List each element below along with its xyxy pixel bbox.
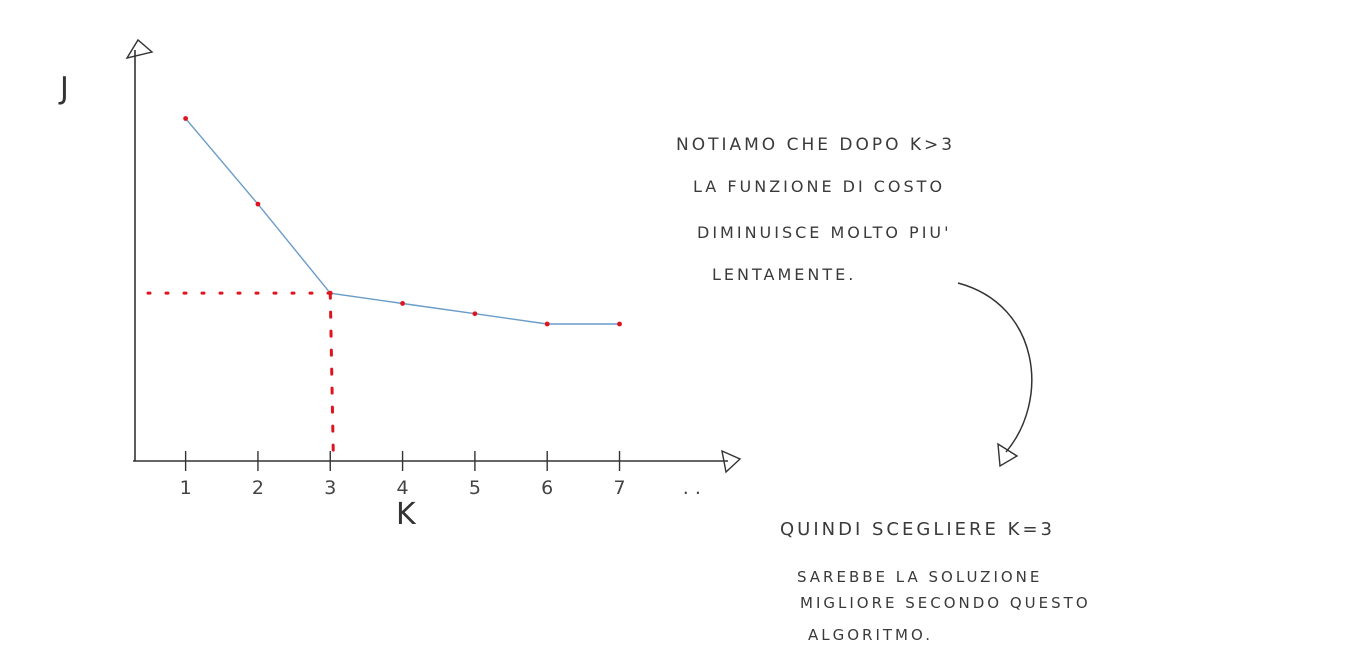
series-line — [185, 118, 620, 325]
note-top-line: LA FUNZIONE DI COSTO — [693, 177, 945, 196]
data-point — [327, 290, 333, 296]
x-tick-label: 2 — [252, 477, 264, 499]
x-tick-label: 6 — [541, 477, 553, 499]
x-tick-label: 4 — [397, 477, 409, 499]
x-axis-label: K — [396, 497, 417, 532]
y-axis-arrow — [125, 38, 154, 60]
note-bottom-line: SAREBBE LA SOLUZIONE — [797, 568, 1042, 586]
y-axis-label: J — [58, 71, 69, 106]
data-point — [255, 201, 261, 207]
curved-arrow-head — [997, 442, 1019, 468]
note-top: NOTIAMO CHE DOPO K>3 LA FUNZIONE DI COST… — [676, 135, 955, 284]
x-tick-label: 1 — [180, 477, 192, 499]
note-bottom-line: QUINDI SCEGLIERE K=3 — [780, 519, 1055, 540]
plot-axes — [125, 38, 742, 474]
data-point — [400, 301, 405, 306]
note-bottom-line: MIGLIORE SECONDO QUESTO — [800, 594, 1091, 612]
note-top-line: LENTAMENTE. — [712, 265, 856, 284]
x-tick-label: . . — [683, 477, 701, 499]
x-tick-label: 7 — [613, 477, 625, 499]
data-point — [544, 321, 550, 327]
data-point — [183, 116, 189, 121]
note-top-line: DIMINUISCE MOLTO PIU' — [697, 223, 952, 242]
x-tick-labels: 1 2 3 4 5 6 7 . . — [180, 477, 701, 499]
curved-arrow — [957, 282, 1033, 453]
x-axis-arrow — [721, 449, 742, 474]
vertical-guide — [328, 291, 335, 455]
series-points — [183, 116, 622, 327]
note-bottom: QUINDI SCEGLIERE K=3 SAREBBE LA SOLUZION… — [780, 519, 1091, 644]
highlight-guides — [146, 291, 335, 455]
x-ticks — [184, 451, 621, 471]
note-bottom-line: ALGORITMO. — [808, 626, 933, 644]
x-tick-label: 3 — [324, 477, 336, 499]
note-top-line: NOTIAMO CHE DOPO K>3 — [676, 135, 955, 155]
data-point — [617, 321, 622, 327]
data-point — [472, 311, 478, 317]
x-tick-label: 5 — [469, 477, 481, 499]
